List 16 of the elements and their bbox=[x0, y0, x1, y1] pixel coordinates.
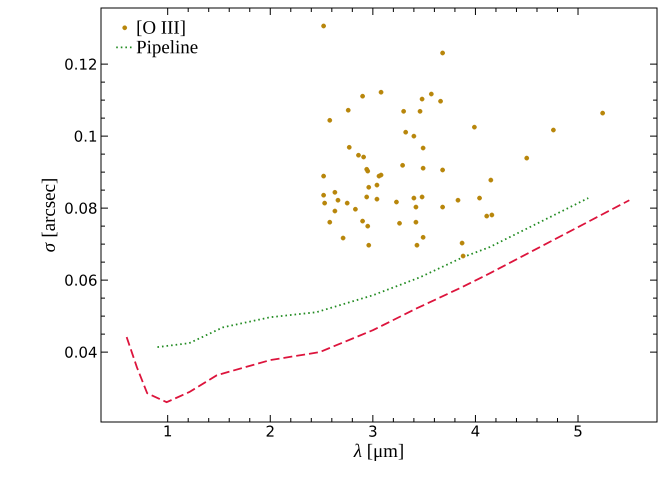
x-tick-label: 5 bbox=[574, 426, 582, 437]
y-axis-title: σ [arcsec] bbox=[42, 179, 58, 252]
x-axis-title: λ [μm] bbox=[353, 444, 403, 462]
y-tick-label: 0.12 bbox=[65, 58, 96, 70]
line-series bbox=[156, 197, 590, 348]
y-tick-label: 0.06 bbox=[65, 274, 97, 286]
legend-label: Pipeline bbox=[136, 40, 198, 58]
y-tick-label: 0.04 bbox=[65, 346, 97, 358]
y-tick-label: 0.08 bbox=[65, 202, 96, 214]
legend-label: [O III] bbox=[138, 20, 185, 36]
x-tick-label: 1 bbox=[164, 426, 172, 436]
x-tick-label: 3 bbox=[369, 426, 376, 437]
x-tick-label: 2 bbox=[266, 426, 274, 437]
x-tick-label: 4 bbox=[471, 426, 480, 436]
line-series bbox=[126, 199, 630, 404]
y-tick-label: 0.1 bbox=[74, 130, 96, 142]
